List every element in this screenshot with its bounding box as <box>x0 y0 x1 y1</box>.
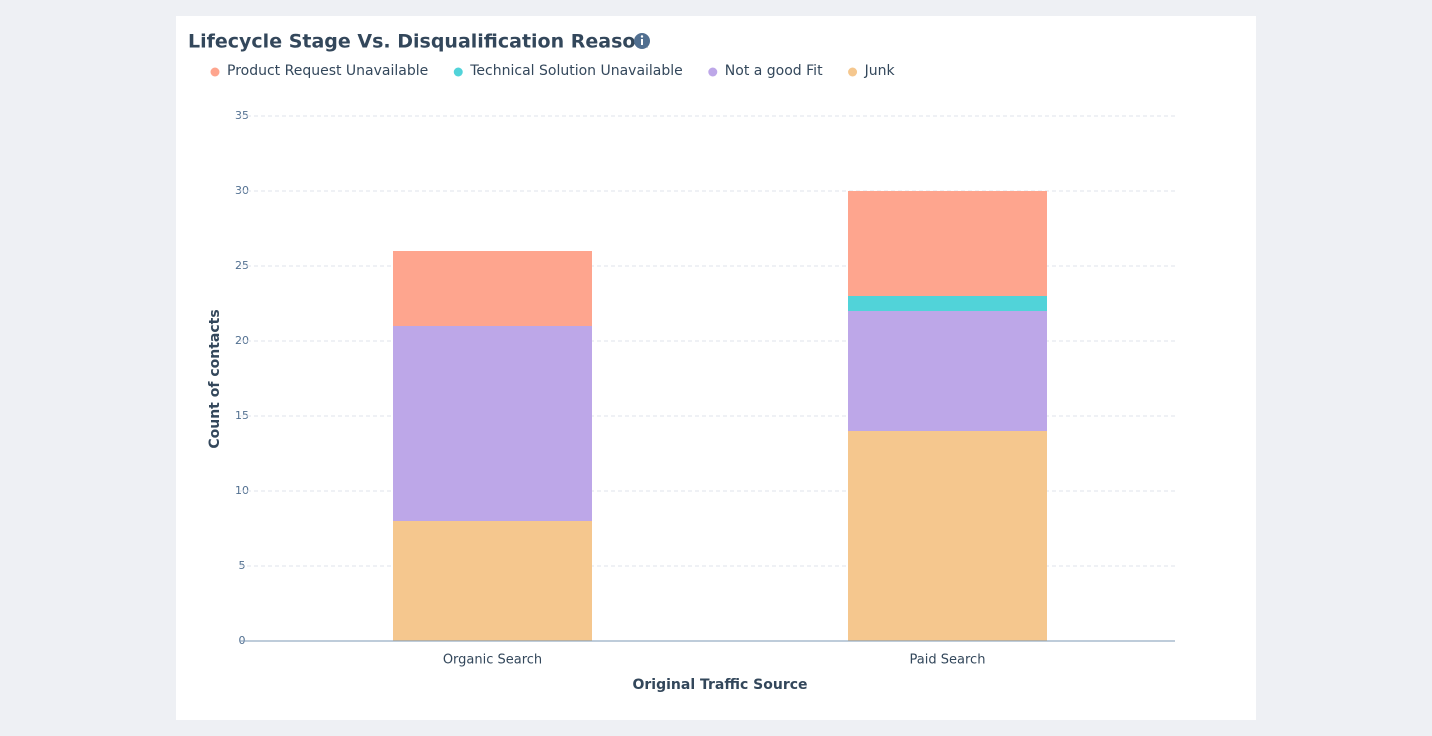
legend-label: Not a good Fit <box>725 63 823 79</box>
bar-segment <box>848 296 1047 311</box>
bar-segment <box>393 521 592 641</box>
legend-label: Technical Solution Unavailable <box>469 63 683 79</box>
bar-segment <box>393 251 592 326</box>
legend-marker <box>210 67 220 77</box>
bar-segment <box>848 311 1047 431</box>
legend-marker <box>708 67 718 77</box>
x-tick-label: Paid Search <box>910 653 986 668</box>
info-icon[interactable] <box>634 33 650 49</box>
x-axis-label: Original Traffic Source <box>632 677 807 693</box>
legend-label: Product Request Unavailable <box>227 63 428 79</box>
legend-label: Junk <box>864 63 896 79</box>
legend-marker <box>848 67 858 77</box>
y-axis-label: Count of contacts <box>207 309 223 448</box>
x-tick-label: Organic Search <box>443 653 542 668</box>
bar-segment <box>848 191 1047 296</box>
bar-segment <box>393 326 592 521</box>
legend-marker <box>453 67 463 77</box>
legend: Product Request Unavailable Technical Sol… <box>210 63 896 79</box>
bar-segment <box>848 431 1047 641</box>
chart-title: Lifecycle Stage Vs. Disqualification Rea… <box>188 31 649 53</box>
card <box>176 16 1256 720</box>
